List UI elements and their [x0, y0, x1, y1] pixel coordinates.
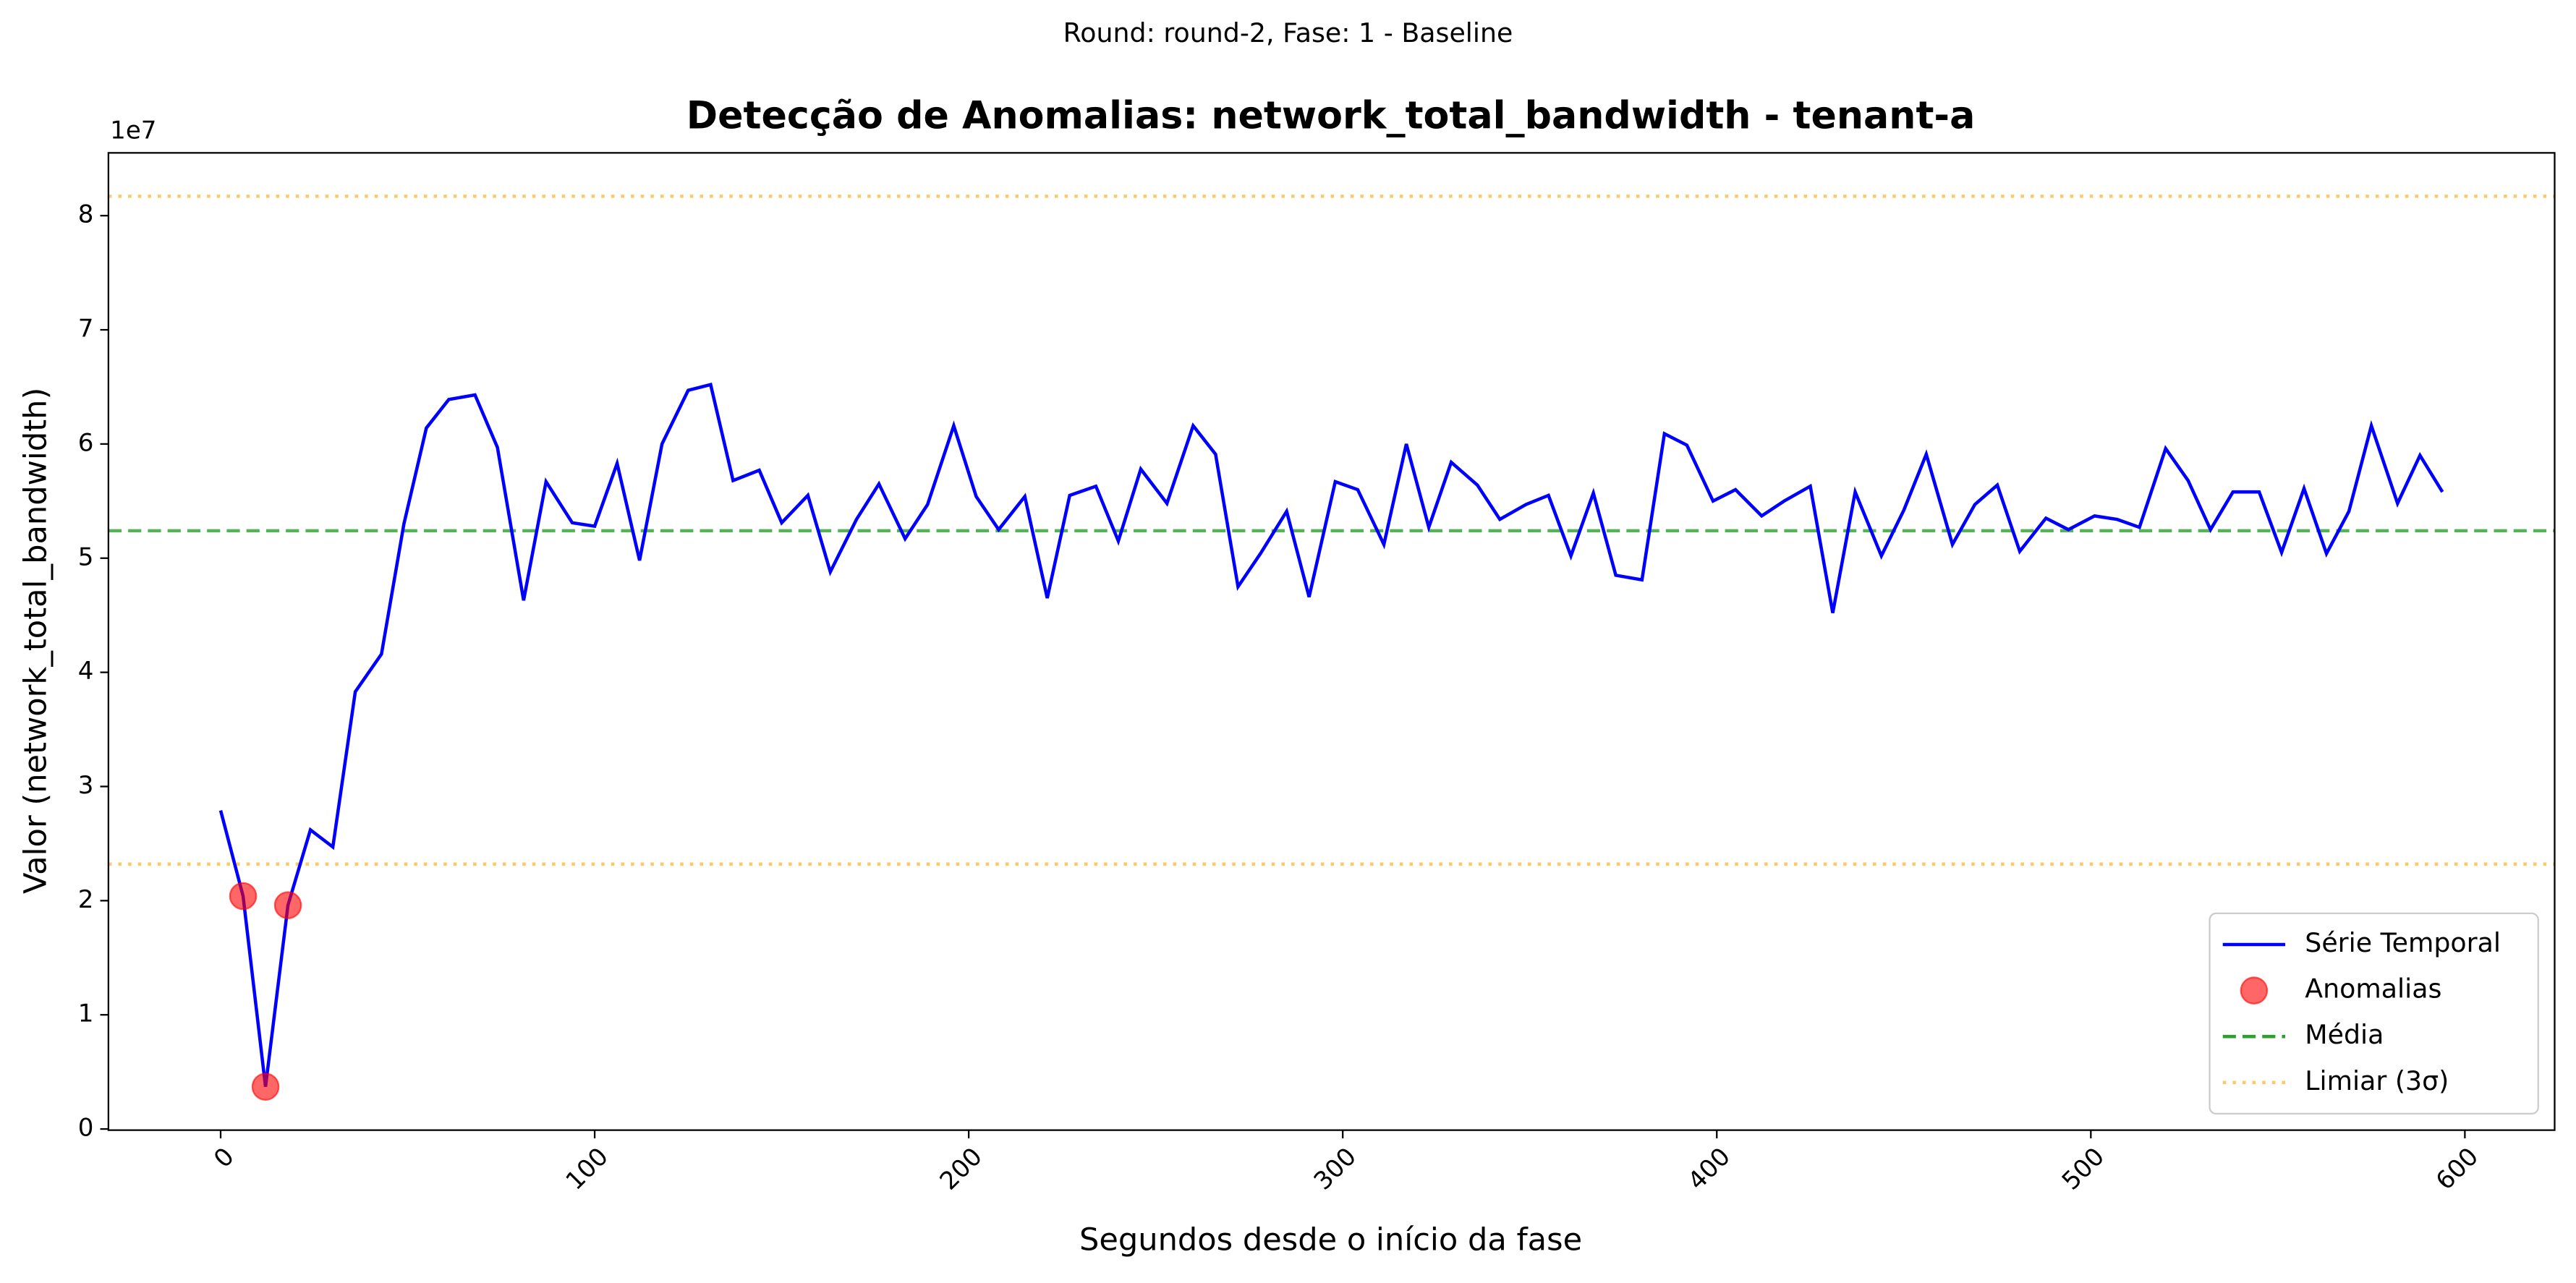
y-tick-label: 5: [78, 542, 94, 571]
x-tick-label: 100: [561, 1142, 614, 1195]
anomaly-point: [273, 891, 302, 919]
legend-label: Média: [2305, 1019, 2384, 1050]
legend-label: Série Temporal: [2305, 927, 2501, 958]
plot-frame: [107, 152, 2556, 1131]
x-tick-label: 600: [2431, 1142, 2484, 1195]
x-tick-label: 300: [1309, 1142, 1362, 1195]
y-tick-label: 1: [78, 999, 94, 1028]
legend-label: Anomalias: [2305, 973, 2441, 1005]
x-tick-label: 400: [1683, 1142, 1736, 1195]
x-axis-label: Segundos desde o início da fase: [1079, 1222, 1582, 1258]
legend-label: Limiar (3σ): [2305, 1065, 2449, 1096]
y-tick-label: 7: [78, 315, 94, 344]
chart-title: Detecção de Anomalias: network_total_ban…: [686, 95, 1976, 138]
x-tick-label: 0: [208, 1142, 240, 1174]
y-offset-label: 1e7: [110, 116, 156, 145]
anomaly-point: [251, 1073, 280, 1101]
y-tick-label: 0: [78, 1114, 94, 1143]
legend-box: [2209, 912, 2539, 1115]
anomaly-point: [229, 882, 258, 911]
series-line: [218, 383, 2444, 1087]
y-tick-label: 4: [78, 657, 94, 686]
y-tick-label: 2: [78, 885, 94, 914]
x-tick-label: 200: [935, 1142, 988, 1195]
y-tick-label: 6: [78, 428, 94, 457]
x-tick-label: 500: [2057, 1142, 2110, 1195]
y-tick-label: 8: [78, 200, 94, 229]
y-axis-label: Valor (network_total_bandwidth): [18, 388, 54, 894]
y-tick-label: 3: [78, 771, 94, 800]
legend-marker: [2240, 976, 2269, 1005]
suptitle: Round: round-2, Fase: 1 - Baseline: [1063, 17, 1513, 48]
